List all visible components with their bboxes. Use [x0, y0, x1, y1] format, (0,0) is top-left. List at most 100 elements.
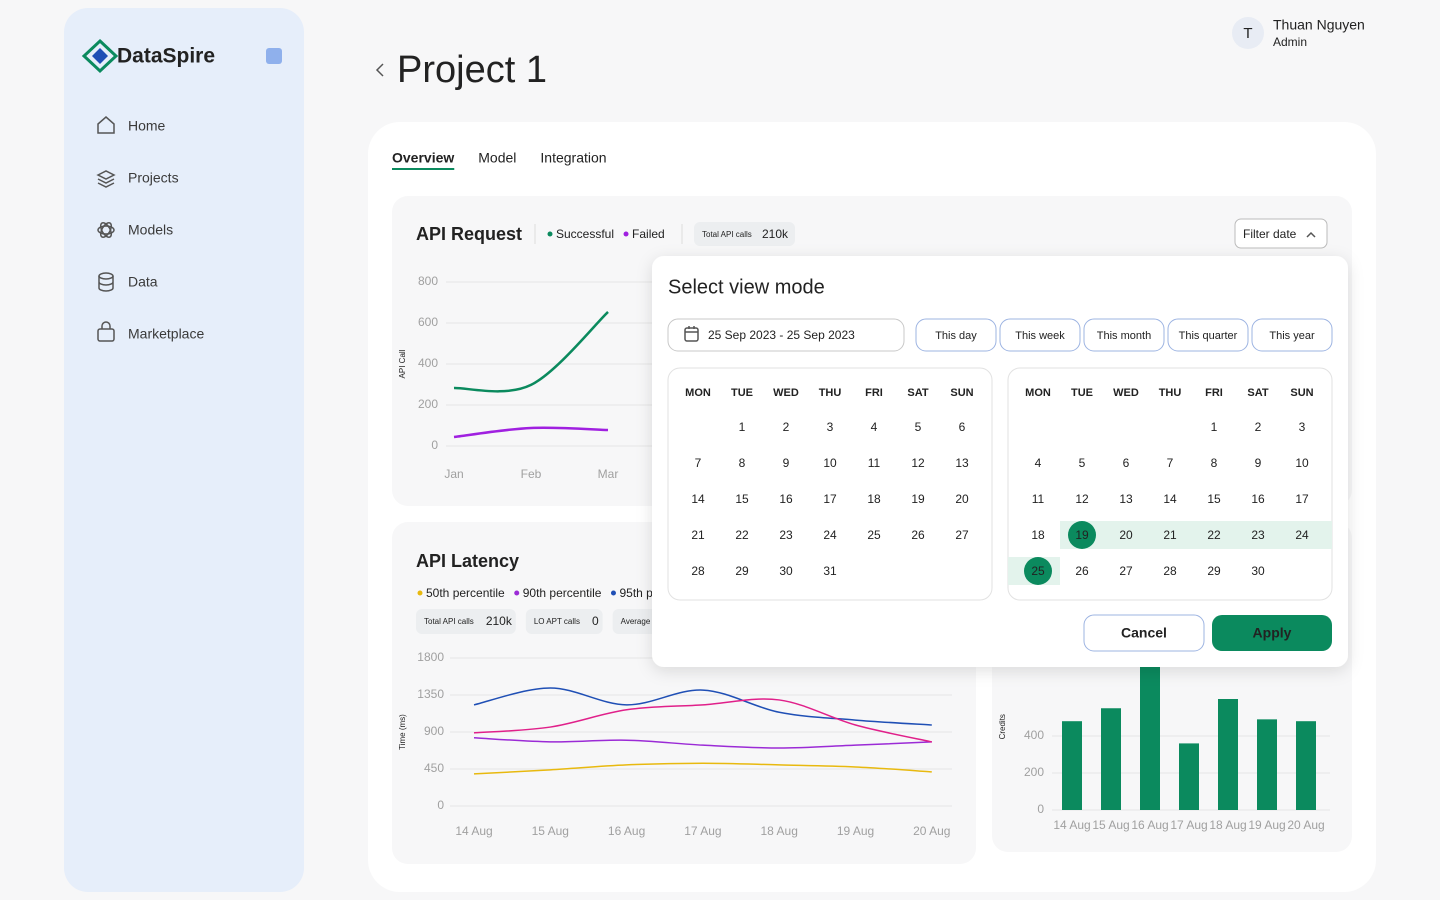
preset-button[interactable] — [1251, 318, 1333, 352]
nav-item[interactable]: Projects — [128, 170, 179, 186]
day[interactable]: 23 — [1251, 528, 1265, 542]
day[interactable]: 22 — [735, 528, 749, 542]
date-range: 25 Sep 2023 - 25 Sep 2023 — [708, 328, 855, 342]
day[interactable]: 25 — [1031, 564, 1045, 578]
day[interactable]: 18 — [1031, 528, 1045, 542]
nav-item[interactable]: Models — [128, 222, 173, 238]
day[interactable]: 17 — [823, 492, 837, 506]
day[interactable]: 12 — [1075, 492, 1089, 506]
day[interactable]: 21 — [691, 528, 705, 542]
x-tick-label: 17 Aug — [684, 824, 721, 838]
range-highlight — [1280, 521, 1332, 549]
day[interactable]: 20 — [1119, 528, 1133, 542]
nav-item[interactable]: Home — [128, 118, 166, 134]
nav-item[interactable]: Data — [128, 274, 158, 290]
day[interactable]: 29 — [1207, 564, 1221, 578]
day[interactable]: 29 — [735, 564, 749, 578]
x-tick-label: 18 Aug — [761, 824, 798, 838]
day[interactable]: 22 — [1207, 528, 1221, 542]
day[interactable]: 20 — [955, 492, 969, 506]
stat-label: Total API calls — [702, 230, 752, 239]
day[interactable]: 28 — [691, 564, 705, 578]
day[interactable]: 1 — [1211, 420, 1218, 434]
day[interactable]: 18 — [867, 492, 881, 506]
brand: DataSpire — [117, 45, 215, 68]
day[interactable]: 16 — [779, 492, 793, 506]
collapse-button[interactable] — [266, 48, 282, 64]
day[interactable]: 1 — [739, 420, 746, 434]
day[interactable]: 4 — [871, 420, 878, 434]
day[interactable]: 2 — [783, 420, 790, 434]
day[interactable]: 5 — [915, 420, 922, 434]
weekday: FRI — [1205, 387, 1223, 399]
weekday: TUE — [731, 387, 753, 399]
day[interactable]: 4 — [1035, 456, 1042, 470]
day[interactable]: 6 — [959, 420, 966, 434]
preset-button[interactable] — [999, 318, 1081, 352]
day[interactable]: 14 — [691, 492, 705, 506]
day[interactable]: 8 — [1211, 456, 1218, 470]
day[interactable]: 8 — [739, 456, 746, 470]
apply-button[interactable] — [1212, 615, 1332, 651]
day[interactable]: 17 — [1295, 492, 1309, 506]
back-button[interactable] — [375, 63, 384, 77]
tab[interactable]: Overview — [392, 150, 454, 166]
day[interactable]: 24 — [823, 528, 837, 542]
nav-item[interactable]: Marketplace — [128, 326, 204, 342]
day[interactable]: 31 — [823, 564, 837, 578]
day[interactable]: 26 — [911, 528, 925, 542]
filter-button[interactable] — [1234, 218, 1328, 249]
day[interactable]: 13 — [955, 456, 969, 470]
day[interactable]: 3 — [827, 420, 834, 434]
day[interactable]: 7 — [1167, 456, 1174, 470]
day[interactable]: 9 — [783, 456, 790, 470]
day[interactable]: 19 — [1075, 528, 1089, 542]
day[interactable]: 15 — [1207, 492, 1221, 506]
day[interactable]: 10 — [1295, 456, 1309, 470]
chip-bg — [416, 609, 516, 634]
day[interactable]: 11 — [868, 456, 881, 470]
date-input[interactable] — [667, 318, 905, 352]
avatar[interactable] — [1232, 17, 1264, 49]
day[interactable]: 9 — [1255, 456, 1262, 470]
day[interactable]: 11 — [1032, 492, 1045, 506]
legend-label: 50th percentile — [426, 586, 505, 600]
day[interactable]: 26 — [1075, 564, 1089, 578]
day[interactable]: 30 — [1251, 564, 1265, 578]
day[interactable]: 21 — [1163, 528, 1177, 542]
cancel-button[interactable] — [1083, 614, 1205, 652]
day[interactable]: 7 — [695, 456, 702, 470]
day[interactable]: 28 — [1163, 564, 1177, 578]
day[interactable]: 15 — [735, 492, 749, 506]
day[interactable]: 16 — [1251, 492, 1265, 506]
sidebar — [64, 8, 304, 892]
day[interactable]: 27 — [1119, 564, 1133, 578]
tab[interactable]: Integration — [540, 150, 606, 166]
day[interactable]: 24 — [1295, 528, 1309, 542]
preset-button[interactable] — [915, 318, 997, 352]
stat-value: 210k — [762, 227, 789, 241]
day[interactable]: 10 — [823, 456, 837, 470]
day[interactable]: 6 — [1123, 456, 1130, 470]
weekday: THU — [1159, 387, 1182, 399]
tab[interactable]: Model — [478, 150, 516, 166]
day[interactable]: 14 — [1163, 492, 1177, 506]
day[interactable]: 30 — [779, 564, 793, 578]
preset-button[interactable] — [1083, 318, 1165, 352]
picker-title: Select view mode — [668, 276, 825, 298]
day[interactable]: 12 — [911, 456, 925, 470]
day[interactable]: 3 — [1299, 420, 1306, 434]
day[interactable]: 2 — [1255, 420, 1262, 434]
x-tick-label: 17 Aug — [1170, 818, 1207, 832]
weekday: THU — [819, 387, 842, 399]
day[interactable]: 27 — [955, 528, 969, 542]
day[interactable]: 23 — [779, 528, 793, 542]
bar — [1062, 721, 1082, 810]
preset-button[interactable] — [1167, 318, 1249, 352]
stat-label: Total API calls — [424, 617, 474, 626]
day[interactable]: 5 — [1079, 456, 1086, 470]
day[interactable]: 19 — [911, 492, 925, 506]
day[interactable]: 25 — [867, 528, 881, 542]
day[interactable]: 13 — [1119, 492, 1133, 506]
